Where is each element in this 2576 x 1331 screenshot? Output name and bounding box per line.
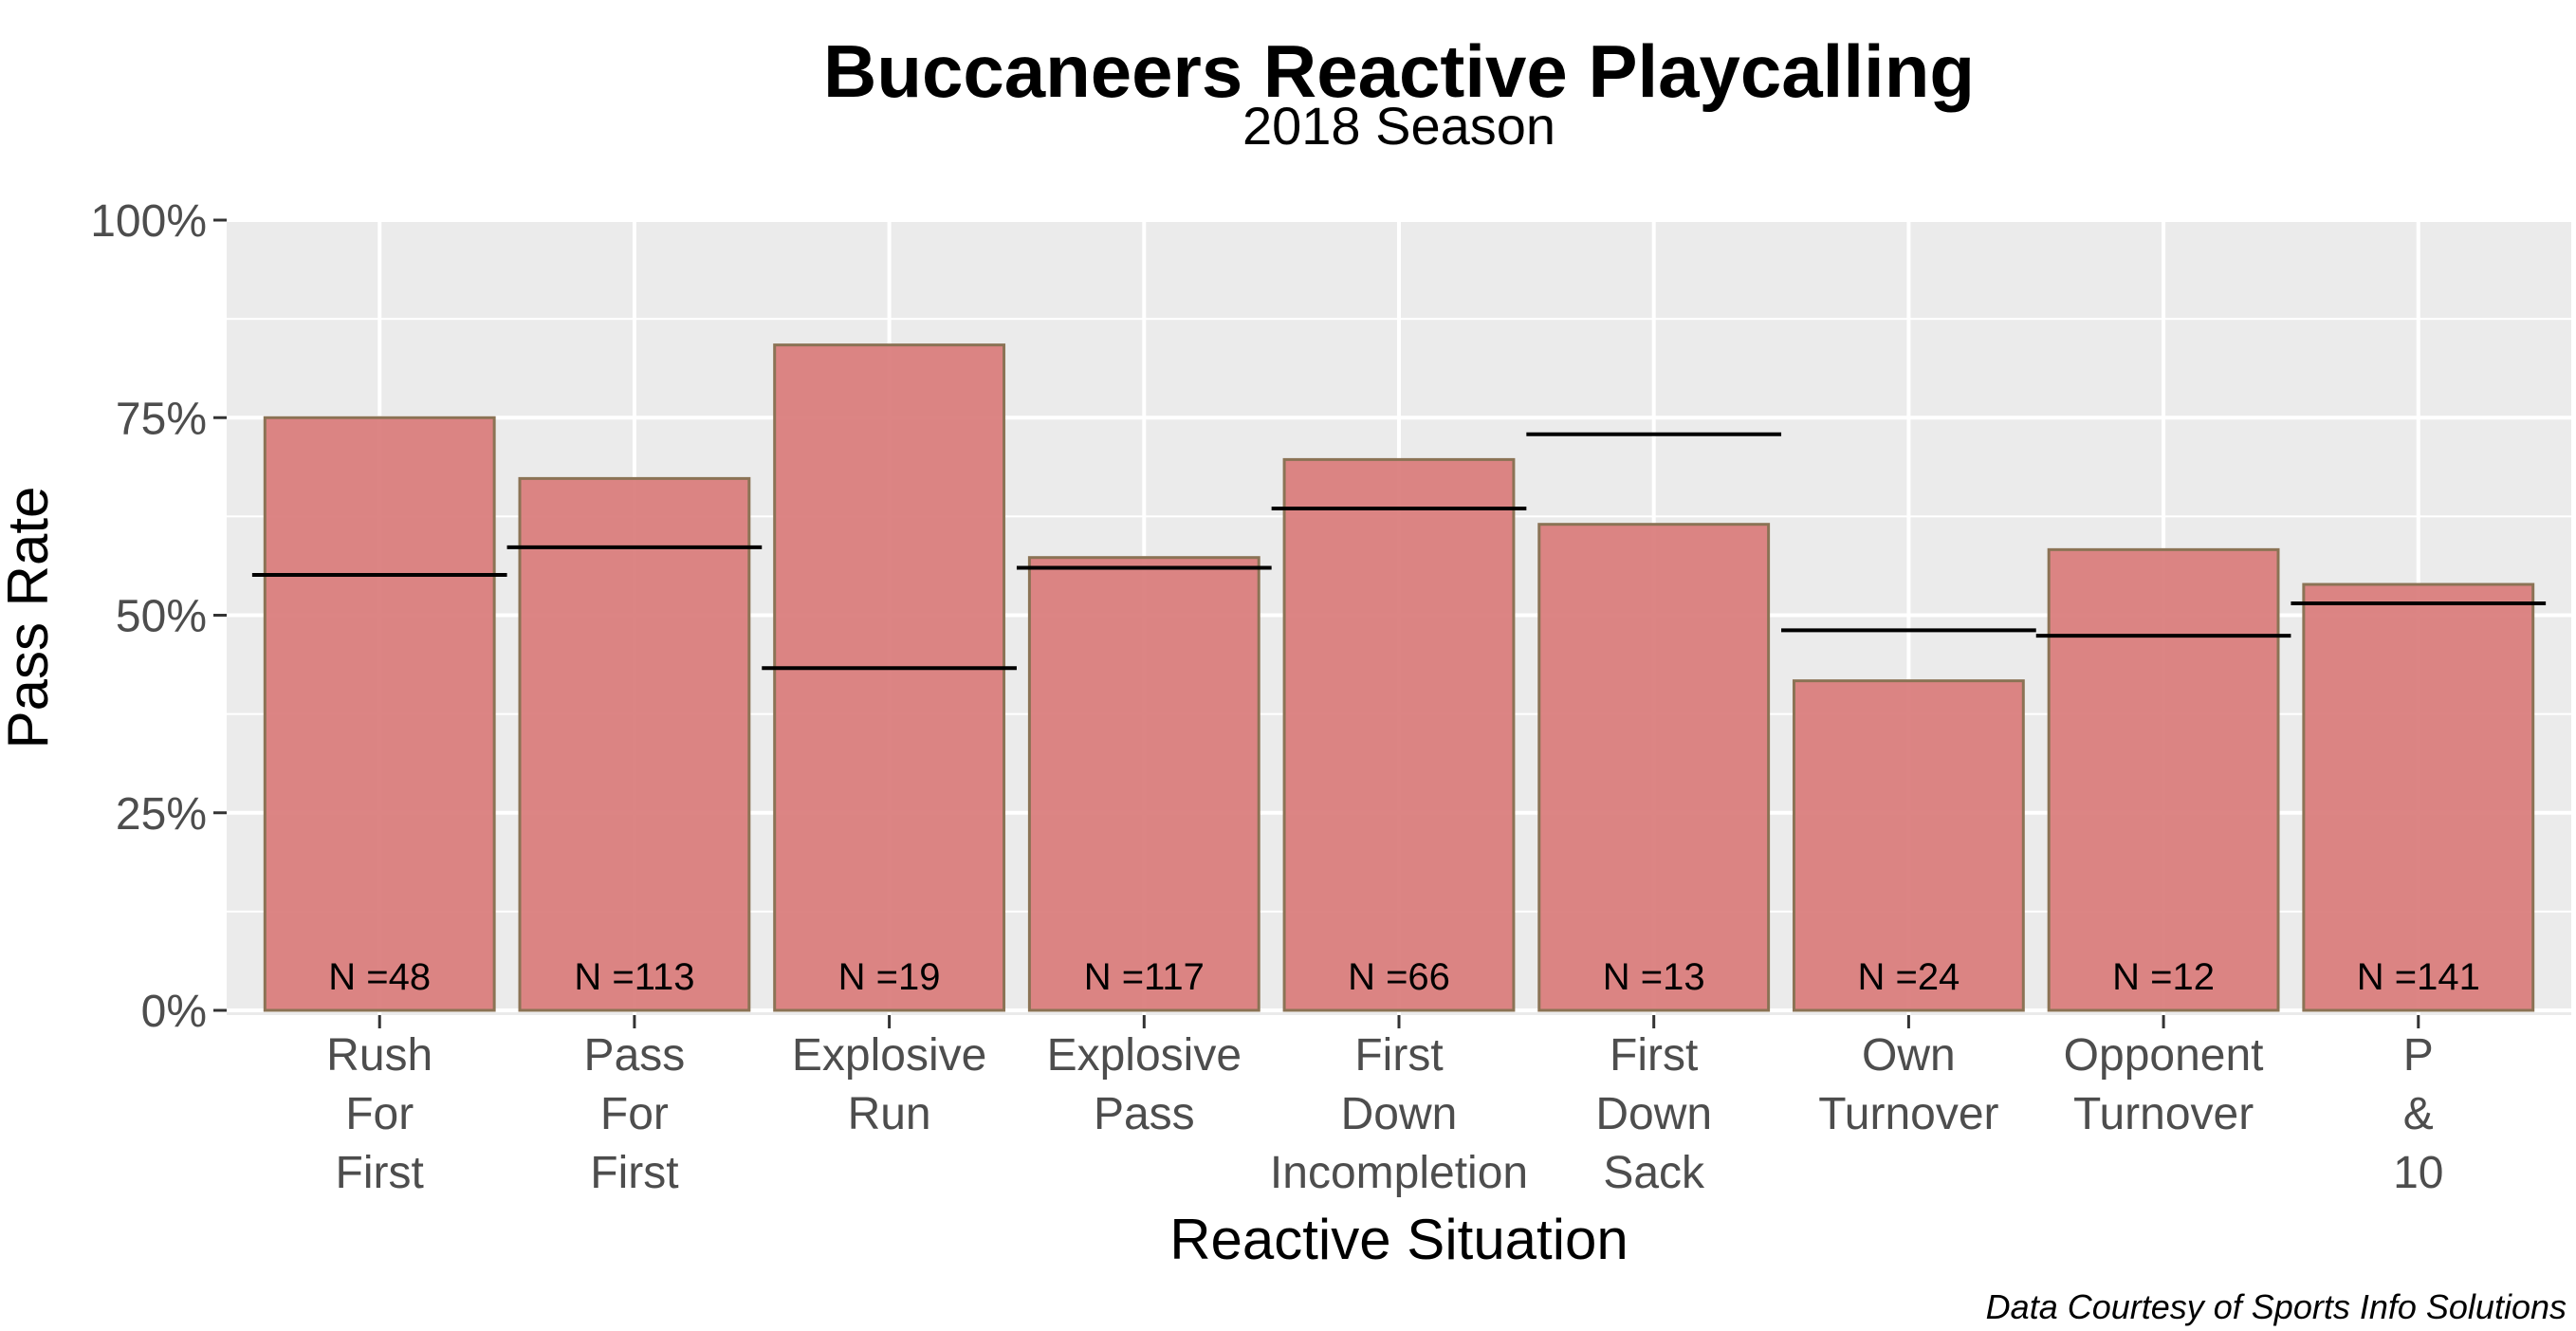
x-tick-label: First Down Sack xyxy=(1595,1030,1712,1198)
n-label: N =13 xyxy=(1603,956,1705,998)
n-label: N =19 xyxy=(838,956,941,998)
y-tick-label: 75% xyxy=(116,394,207,444)
x-tick-label-line: First xyxy=(1610,1030,1698,1081)
n-label: N =141 xyxy=(2357,956,2480,998)
x-tick-label-line: First xyxy=(590,1148,678,1198)
bar xyxy=(2047,547,2280,1012)
y-tick-label: 25% xyxy=(116,789,207,840)
chart-title: Buccaneers Reactive Playcalling xyxy=(823,29,1975,113)
x-tick-label-line: Pass xyxy=(1094,1089,1195,1139)
y-axis-title: Pass Rate xyxy=(0,487,60,749)
n-label: N =66 xyxy=(1348,956,1450,998)
bar xyxy=(2302,582,2535,1012)
bar xyxy=(1027,556,1260,1012)
x-tick-label-line: Down xyxy=(1341,1089,1458,1139)
n-label: N =12 xyxy=(2112,956,2215,998)
bar xyxy=(518,476,751,1012)
bar xyxy=(1282,457,1516,1012)
bar xyxy=(263,416,496,1012)
x-tick-label-line: Incompletion xyxy=(1270,1148,1528,1198)
x-tick-label: Explosive Pass xyxy=(1047,1030,1242,1139)
x-tick-label-line: For xyxy=(345,1089,414,1139)
x-tick-label-line: First xyxy=(1354,1030,1443,1081)
x-tick-label: Opponent Turnover xyxy=(2064,1030,2264,1139)
x-tick-label-line: Turnover xyxy=(2073,1089,2254,1139)
x-tick-label-line: Sack xyxy=(1603,1148,1705,1198)
x-tick-label-line: Run xyxy=(848,1089,931,1139)
x-axis-title: Reactive Situation xyxy=(1169,1208,1628,1271)
x-tick-label-line: Explosive xyxy=(1047,1030,1242,1081)
n-label: N =113 xyxy=(574,956,694,998)
x-tick-label: Own Turnover xyxy=(1818,1030,1998,1139)
x-tick-label-line: Turnover xyxy=(1818,1089,1998,1139)
n-label: N =24 xyxy=(1857,956,1960,998)
x-tick-label: P & 10 xyxy=(2393,1030,2443,1198)
bar xyxy=(1537,523,1771,1012)
chart-subtitle: 2018 Season xyxy=(1242,96,1555,156)
x-tick-label: Explosive Run xyxy=(792,1030,986,1139)
n-label: N =48 xyxy=(328,956,431,998)
x-tick-label-line: For xyxy=(600,1089,669,1139)
x-tick-label-line: Opponent xyxy=(2064,1030,2264,1081)
x-tick-label-line: P xyxy=(2403,1030,2434,1081)
y-tick-label: 50% xyxy=(116,592,207,642)
n-label: N =117 xyxy=(1084,956,1205,998)
bar xyxy=(1792,679,2025,1012)
x-tick-label-line: Down xyxy=(1595,1089,1712,1139)
y-tick-label: 100% xyxy=(90,196,207,247)
x-tick-label-line: Pass xyxy=(584,1030,686,1081)
x-tick-label-line: Own xyxy=(1862,1030,1956,1081)
x-tick-label: Rush For First xyxy=(326,1030,432,1198)
x-tick-label-line: Rush xyxy=(326,1030,432,1081)
y-tick-label: 0% xyxy=(141,987,207,1037)
x-tick-label-line: Explosive xyxy=(792,1030,986,1081)
caption: Data Courtesy of Sports Info Solutions xyxy=(1986,1287,2567,1326)
x-tick-label-line: 10 xyxy=(2393,1148,2443,1198)
x-tick-label-line: First xyxy=(336,1148,424,1198)
x-tick-label: Pass For First xyxy=(584,1030,686,1198)
x-tick-label: First Down Incompletion xyxy=(1270,1030,1528,1198)
bar xyxy=(773,343,1006,1012)
x-tick-label-line: & xyxy=(2403,1089,2434,1139)
